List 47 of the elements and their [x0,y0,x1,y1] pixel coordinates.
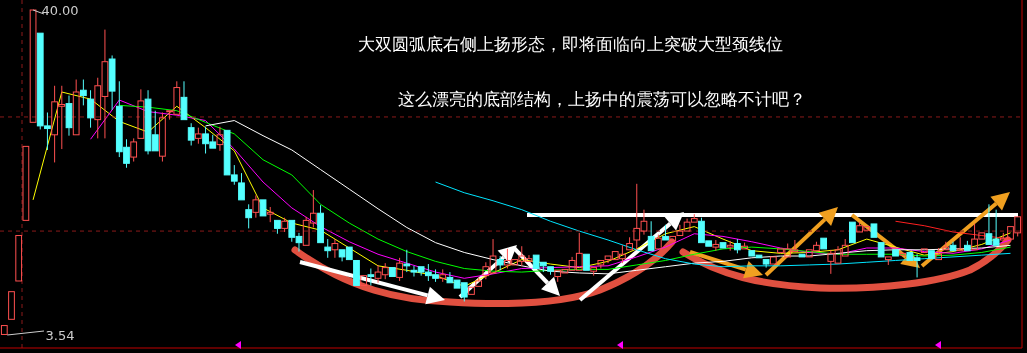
candlestick [877,242,885,258]
candlestick [964,240,971,252]
candlestick [870,223,878,238]
candlestick [884,256,892,266]
candlestick [274,219,281,235]
candlestick [245,203,253,229]
candlestick [956,236,964,252]
candlestick [949,241,957,252]
candlestick [29,9,37,123]
candlestick [8,291,15,320]
candlestick [647,220,655,252]
text: 大双圆弧底右侧上扬形态，即将面临向上突破大型颈线位 [357,34,783,54]
candlestick [820,237,828,250]
candlestick [72,79,80,136]
candlestick [15,235,23,282]
candlestick [353,259,360,286]
candlestick [252,194,260,219]
candlestick [80,79,87,106]
candlestick [367,268,375,286]
candlestick [849,221,856,244]
candlestick [22,145,30,221]
candlestick [0,325,8,335]
candlestick [137,88,145,139]
candlestick [892,249,899,257]
candlestick [238,172,245,201]
candlestick [331,238,339,259]
candlestick [626,236,633,251]
candlestick [389,267,396,278]
candlestick [769,256,777,265]
candlestick [65,95,73,137]
candlestick [403,249,411,273]
candlestick [468,286,475,295]
candlestick [180,80,188,121]
candlestick [935,247,942,261]
candlestick [662,224,669,241]
candlestick [108,54,116,111]
y-tick-label: 40.00 [41,2,79,18]
y-tick-label: 3.54 [45,327,75,343]
candlestick [719,242,727,249]
candlestick [590,267,598,277]
text: 这么漂亮的底部结构，上扬中的震荡可以忽略不计吧？ [398,89,806,109]
candlestick [360,275,368,286]
candlestick [216,126,224,152]
candlestick [899,252,907,256]
candlestick [583,253,590,271]
candlestick [669,235,677,242]
candlestick [317,204,324,244]
